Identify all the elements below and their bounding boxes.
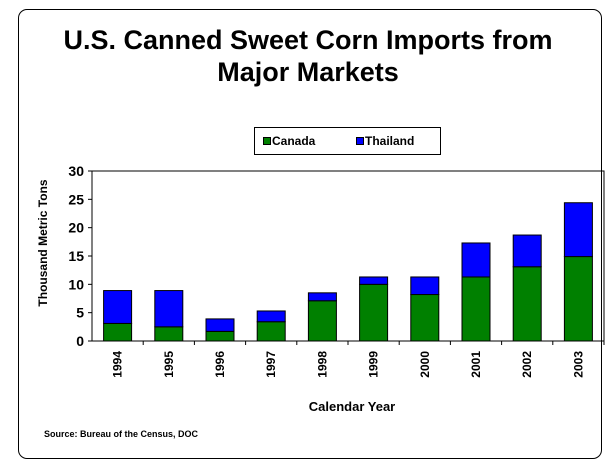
- bar-thailand-1997: [256, 310, 286, 323]
- x-tick-label: 1995: [162, 351, 176, 378]
- bar-thailand-1994: [103, 290, 133, 324]
- bar-canada-1998: [307, 300, 337, 342]
- bar-canada-2003: [563, 256, 593, 342]
- bar-canada-2002: [512, 266, 542, 342]
- x-tick-label: 2000: [418, 351, 432, 378]
- bar-canada-2000: [410, 294, 440, 342]
- source-note: Source: Bureau of the Census, DOC: [44, 429, 199, 439]
- legend-item-canada: Canada: [263, 134, 315, 148]
- legend-label-thailand: Thailand: [365, 134, 415, 148]
- chart-title-line-2: Major Markets: [217, 57, 399, 87]
- bar-thailand-2002: [512, 234, 542, 268]
- bar-canada-1997: [256, 321, 286, 342]
- legend-swatch-thailand: [356, 137, 364, 145]
- y-tick-label: 25: [68, 191, 84, 207]
- bar-thailand-1998: [307, 292, 337, 302]
- legend-item-thailand: Thailand: [356, 134, 414, 148]
- chart-title-line-1: U.S. Canned Sweet Corn Imports from: [63, 25, 553, 55]
- bar-canada-2001: [461, 276, 491, 342]
- x-tick-label: 1997: [264, 351, 278, 378]
- chart-frame: [18, 9, 602, 459]
- bar-thailand-2000: [410, 276, 440, 296]
- legend-swatch-canada: [263, 137, 271, 145]
- bar-thailand-1996: [205, 318, 235, 332]
- bar-canada-1995: [154, 326, 184, 342]
- bar-thailand-2003: [563, 202, 593, 258]
- bar-canada-1994: [103, 322, 133, 342]
- y-tick-label: 5: [76, 305, 84, 321]
- y-tick-label: 30: [68, 163, 84, 179]
- y-axis-title: Thousand Metric Tons: [36, 179, 50, 306]
- y-tick-label: 10: [68, 276, 84, 292]
- bar-thailand-1999: [359, 276, 389, 285]
- bar-canada-1996: [205, 330, 235, 342]
- x-tick-label: 2002: [520, 351, 534, 378]
- x-tick-label: 1998: [315, 351, 329, 378]
- y-tick-label: 20: [68, 220, 84, 236]
- chart-legend: Canada Thailand: [254, 127, 441, 155]
- x-tick-label: 1994: [111, 351, 125, 378]
- chart-title: U.S. Canned Sweet Corn Imports from Majo…: [0, 24, 616, 88]
- x-tick-label: 2001: [469, 351, 483, 378]
- y-tick-label: 0: [76, 333, 84, 349]
- bar-thailand-1995: [154, 290, 184, 328]
- y-tick-label: 15: [68, 248, 84, 264]
- x-axis-title: Calendar Year: [309, 399, 395, 414]
- x-tick-label: 1999: [367, 351, 381, 378]
- legend-label-canada: Canada: [272, 134, 316, 148]
- x-tick-label: 2003: [571, 351, 585, 378]
- x-tick-label: 1996: [213, 351, 227, 378]
- bar-canada-1999: [359, 283, 389, 342]
- bar-thailand-2001: [461, 242, 491, 278]
